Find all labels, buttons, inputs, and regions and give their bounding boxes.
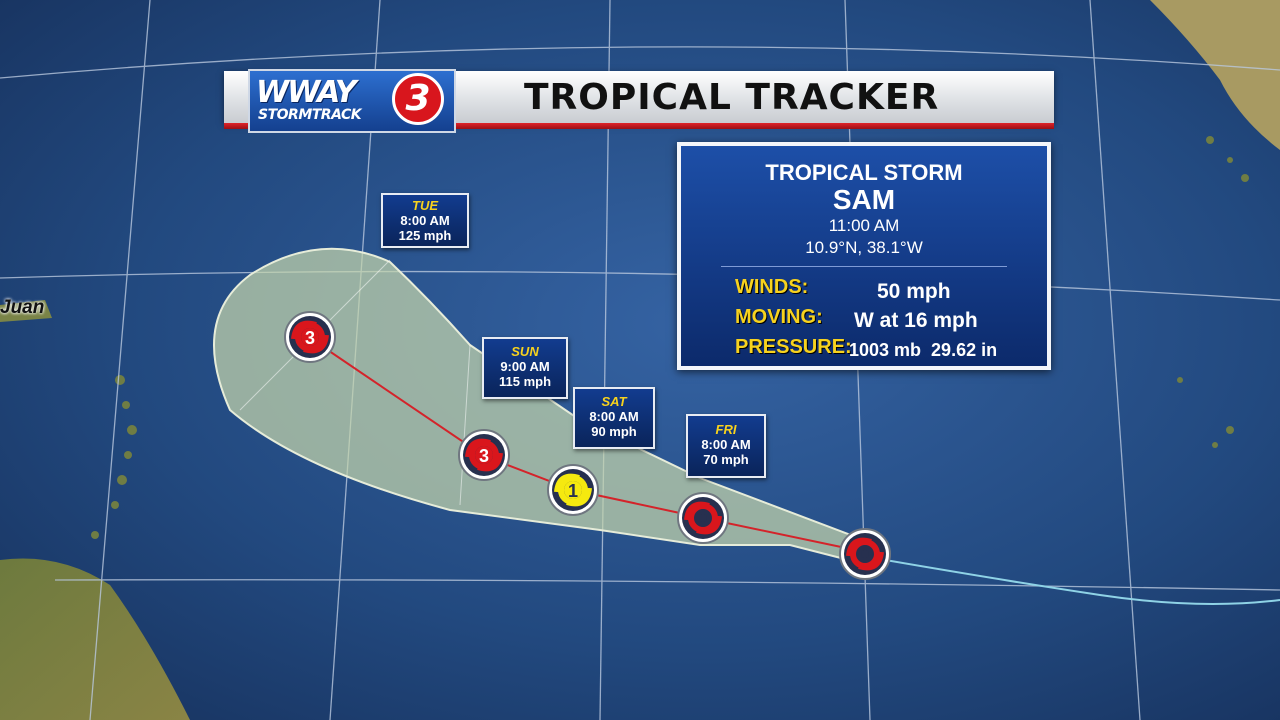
- forecast-time: 9:00 AM: [500, 359, 550, 374]
- forecast-day: SUN: [511, 344, 539, 359]
- forecast-day: TUE: [412, 198, 438, 213]
- track-marker: [677, 492, 729, 544]
- winds-value: 50 mph: [877, 280, 951, 303]
- moving-value: W at 16 mph: [854, 309, 978, 332]
- storm-type: TROPICAL STORM: [765, 160, 963, 185]
- pressure-label: PRESSURE:: [735, 336, 852, 358]
- advisory-time: 11:00 AM: [828, 216, 900, 235]
- station-logo: WWAY STORMTRACK 3: [248, 69, 456, 133]
- divider: [721, 266, 1007, 267]
- logo-channel-number: 3: [392, 73, 444, 125]
- past-track-line: [861, 555, 1280, 605]
- south-america-land: [0, 558, 190, 720]
- forecast-wind: 70 mph: [703, 452, 749, 467]
- cape-verde-islands: [1177, 136, 1249, 448]
- forecast-day: SAT: [601, 394, 627, 409]
- storm-name: SAM: [832, 184, 896, 215]
- page-title: TROPICAL TRACKER: [524, 77, 940, 118]
- forecast-day: FRI: [715, 422, 737, 437]
- forecast-label-sun: SUN 9:00 AM 115 mph: [482, 337, 568, 399]
- track-marker-category: 3: [479, 446, 489, 466]
- track-marker: 3: [458, 429, 510, 481]
- storm-position: 10.9°N, 38.1°W: [805, 238, 923, 257]
- puerto-rico-land: [0, 300, 52, 322]
- header-banner: WWAY STORMTRACK 3 TROPICAL TRACKER: [224, 69, 1054, 133]
- map-place-label: Juan: [0, 297, 45, 318]
- forecast-wind: 90 mph: [591, 424, 637, 439]
- forecast-time: 8:00 AM: [400, 213, 450, 228]
- forecast-time: 8:00 AM: [589, 409, 639, 424]
- winds-label: WINDS:: [735, 276, 809, 298]
- track-marker-category: 1: [568, 481, 578, 501]
- forecast-cone: [213, 247, 887, 570]
- track-marker: [839, 528, 891, 580]
- pressure-value: 1003 mb 29.62 in: [849, 340, 998, 360]
- logo-sub-text: STORMTRACK: [258, 107, 362, 123]
- forecast-label-fri: FRI 8:00 AM 70 mph: [686, 414, 766, 478]
- forecast-wind: 115 mph: [498, 374, 552, 389]
- track-marker: 1: [547, 464, 599, 516]
- forecast-wind: 125 mph: [398, 228, 452, 243]
- logo-main-text: WWAY: [256, 75, 357, 110]
- forecast-label-tue: TUE 8:00 AM 125 mph: [381, 193, 469, 248]
- header-red-stripe: [224, 123, 1054, 129]
- africa-land: [1150, 0, 1280, 150]
- moving-label: MOVING:: [735, 306, 823, 328]
- forecast-label-sat: SAT 8:00 AM 90 mph: [573, 387, 655, 449]
- track-marker-category: 3: [305, 328, 315, 348]
- forecast-time: 8:00 AM: [701, 437, 751, 452]
- track-marker: 3: [284, 311, 336, 363]
- storm-info-panel: TROPICAL STORM SAM 11:00 AM 10.9°N, 38.1…: [677, 142, 1051, 370]
- lesser-antilles: [91, 375, 137, 539]
